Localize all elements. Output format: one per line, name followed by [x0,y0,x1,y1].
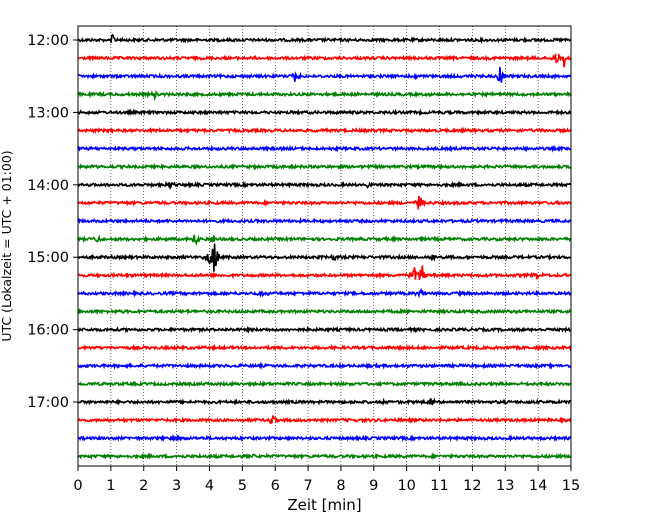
y-tick-label-1300: 13:00 [27,105,69,121]
x-tick-label-0: 0 [73,478,82,494]
trace-1245 [77,89,572,102]
trace-1500 [78,243,572,272]
x-axis-ticks: 0 1 2 3 4 5 6 7 8 9 10 11 12 13 14 15 [73,466,580,494]
trace-1515 [78,265,572,281]
trace-1730 [77,433,572,443]
trace-1530 [77,287,572,299]
x-tick-label-4: 4 [205,478,214,494]
x-tick-label-3: 3 [172,478,181,494]
y-tick-label-1400: 14:00 [27,178,69,194]
x-tick-label-14: 14 [529,478,547,494]
x-tick-label-15: 15 [562,478,580,494]
y-axis-ticks: 12:00 13:00 14:00 15:00 16:00 17:00 [27,33,78,411]
x-tick-label-6: 6 [271,478,280,494]
trace-1715 [77,415,572,425]
grid-lines [110,26,539,466]
trace-1700 [77,397,572,407]
plot-frame [77,25,572,467]
y-tick-label-1500: 15:00 [27,250,69,266]
trace-1615 [77,343,572,352]
y-axis-label: UTC (Lokalzeit = UTC + 01:00) [0,150,14,341]
x-tick-label-11: 11 [430,478,448,494]
x-tick-label-8: 8 [336,478,345,494]
y-tick-label-1700: 17:00 [27,395,69,411]
x-tick-label-9: 9 [369,478,378,494]
x-tick-label-1: 1 [106,478,115,494]
trace-1415 [77,196,572,210]
x-tick-label-12: 12 [463,478,481,494]
trace-1315 [77,126,572,135]
trace-1445 [77,234,572,246]
x-axis-label: Zeit [min] [287,496,361,514]
trace-1745 [77,452,572,461]
trace-1200 [77,33,572,44]
x-tick-label-13: 13 [496,478,514,494]
trace-1400 [77,180,572,190]
y-tick-label-1600: 16:00 [27,323,69,339]
x-tick-label-2: 2 [139,478,148,494]
trace-1545 [77,307,572,316]
trace-1345 [77,162,572,171]
x-tick-label-5: 5 [238,478,247,494]
trace-1330 [77,144,572,153]
trace-1300 [77,108,572,117]
trace-1430 [77,216,572,225]
trace-1600 [77,325,572,334]
x-tick-label-10: 10 [397,478,415,494]
trace-1645 [77,380,572,388]
trace-1230 [77,66,572,83]
trace-1215 [77,52,572,68]
trace-1630 [77,361,572,371]
seismic-traces [77,33,572,461]
y-tick-label-1200: 12:00 [27,33,69,49]
x-tick-label-7: 7 [303,478,312,494]
